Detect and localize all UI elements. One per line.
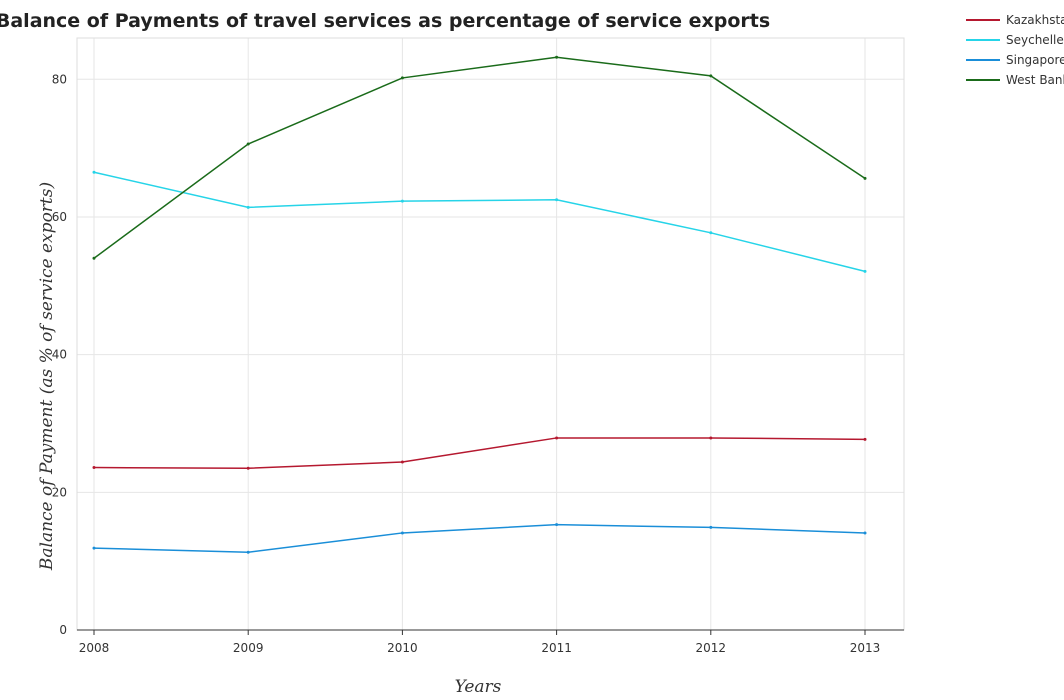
x-axis-title: Years [455,677,502,697]
legend-label: Kazakhstan [1006,13,1064,27]
grid-lines [76,37,905,631]
data-point [92,546,96,550]
y-tick-label: 80 [52,72,67,86]
data-point [863,437,867,441]
plot-frame [76,37,905,631]
chart-title: Balance of Payments of travel services a… [0,10,770,32]
x-tick-label: 2012 [696,641,727,655]
y-axis-title: Balance of Payment (as % of service expo… [37,182,57,571]
axes [77,629,904,635]
data-point [709,436,713,440]
data-point [709,231,713,235]
y-tick-labels: 0 20 40 60 80 [52,72,67,637]
data-point [555,55,559,59]
x-tick-label: 2011 [541,641,572,655]
series-lines [92,55,867,554]
legend-label: Singapore [1006,53,1064,67]
legend: Kazakhstan Seychelles Singapore West Bank a… [966,13,1064,87]
data-point [709,74,713,78]
data-point [400,199,404,203]
x-tick-labels: 2008 2009 2010 2011 2012 2013 [79,641,881,655]
data-point [863,269,867,273]
series-line-kazakhstan [93,437,866,469]
data-point [709,525,713,529]
x-tick-label: 2008 [79,641,110,655]
series-line-seychelles [93,171,866,273]
y-tick-label: 40 [52,348,67,362]
series-line-singapore [93,523,866,553]
data-point [92,466,96,470]
data-point [246,205,250,209]
y-tick-label: 60 [52,210,67,224]
data-point [555,436,559,440]
data-point [246,142,250,146]
data-point [863,531,867,535]
data-point [246,550,250,554]
legend-label: Seychelles [1006,33,1064,47]
data-point [400,460,404,464]
data-point [555,523,559,527]
data-point [92,170,96,174]
y-tick-label: 20 [52,485,67,499]
x-tick-label: 2009 [233,641,264,655]
data-point [400,531,404,535]
x-tick-label: 2010 [387,641,418,655]
series-line-west-bank-and-gaza [93,56,866,259]
x-tick-label: 2013 [850,641,881,655]
data-point [246,466,250,470]
data-point [863,176,867,180]
y-tick-label: 0 [59,623,67,637]
data-point [400,76,404,80]
data-point [555,198,559,202]
legend-label: West Bank and Gaza [1006,73,1064,87]
data-point [92,256,96,260]
